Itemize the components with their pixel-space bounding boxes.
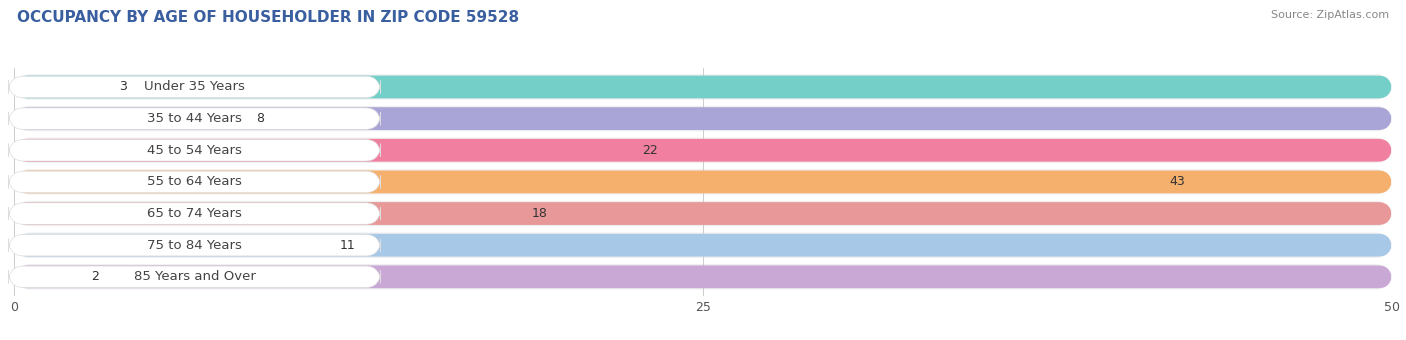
- FancyBboxPatch shape: [8, 266, 381, 288]
- FancyBboxPatch shape: [14, 233, 1392, 258]
- Text: 45 to 54 Years: 45 to 54 Years: [148, 144, 242, 157]
- FancyBboxPatch shape: [14, 107, 1392, 130]
- FancyBboxPatch shape: [14, 202, 1392, 225]
- Text: 55 to 64 Years: 55 to 64 Years: [148, 175, 242, 188]
- FancyBboxPatch shape: [14, 75, 1392, 98]
- FancyBboxPatch shape: [14, 201, 1392, 226]
- FancyBboxPatch shape: [8, 76, 381, 98]
- Text: OCCUPANCY BY AGE OF HOUSEHOLDER IN ZIP CODE 59528: OCCUPANCY BY AGE OF HOUSEHOLDER IN ZIP C…: [17, 10, 519, 25]
- FancyBboxPatch shape: [8, 234, 381, 256]
- FancyBboxPatch shape: [14, 138, 1392, 163]
- Text: 35 to 44 Years: 35 to 44 Years: [148, 112, 242, 125]
- FancyBboxPatch shape: [14, 169, 1392, 194]
- Text: 8: 8: [256, 112, 264, 125]
- Text: Under 35 Years: Under 35 Years: [145, 81, 245, 94]
- FancyBboxPatch shape: [14, 171, 1392, 193]
- Text: 3: 3: [118, 81, 127, 94]
- FancyBboxPatch shape: [14, 266, 1392, 288]
- Text: 75 to 84 Years: 75 to 84 Years: [148, 239, 242, 252]
- Text: Source: ZipAtlas.com: Source: ZipAtlas.com: [1271, 10, 1389, 20]
- FancyBboxPatch shape: [8, 171, 381, 193]
- Text: 85 Years and Over: 85 Years and Over: [134, 270, 256, 283]
- FancyBboxPatch shape: [8, 203, 381, 224]
- Text: 43: 43: [1170, 175, 1185, 188]
- Text: 22: 22: [643, 144, 658, 157]
- FancyBboxPatch shape: [14, 234, 1392, 257]
- Text: 18: 18: [531, 207, 548, 220]
- FancyBboxPatch shape: [14, 106, 1392, 131]
- Text: 2: 2: [91, 270, 98, 283]
- FancyBboxPatch shape: [14, 139, 1392, 162]
- Text: 11: 11: [339, 239, 354, 252]
- Text: 65 to 74 Years: 65 to 74 Years: [148, 207, 242, 220]
- FancyBboxPatch shape: [8, 108, 381, 130]
- FancyBboxPatch shape: [14, 264, 1392, 289]
- FancyBboxPatch shape: [8, 139, 381, 161]
- FancyBboxPatch shape: [14, 74, 1392, 100]
